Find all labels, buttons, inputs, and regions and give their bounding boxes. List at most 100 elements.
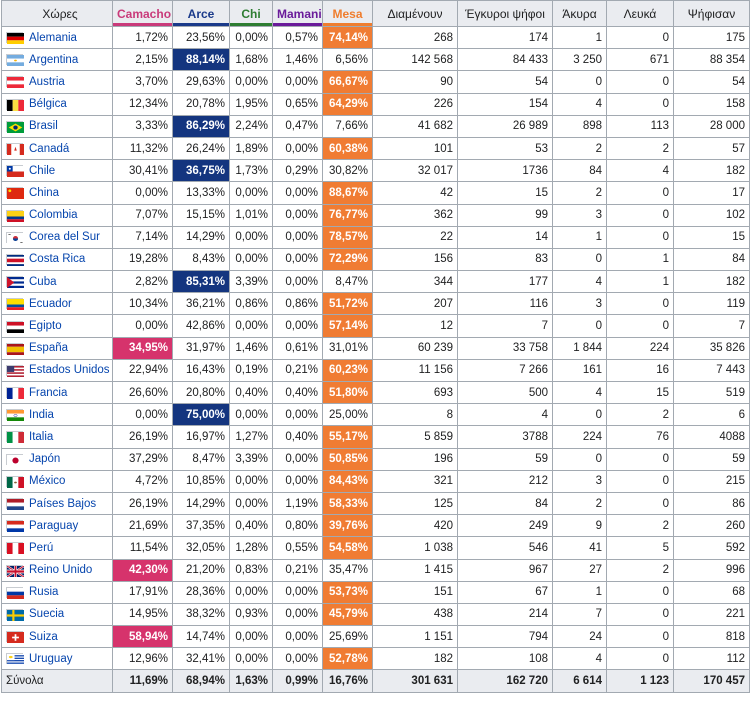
mesa-column-header[interactable]: Mesa xyxy=(322,0,373,27)
country-link[interactable]: India xyxy=(29,408,54,421)
voted-cell: 59 xyxy=(673,447,750,471)
country-link[interactable]: Reino Unido xyxy=(29,564,93,577)
table-row: Países Bajos 26,19% 14,29% 0,00% 1,19% 58,33%… xyxy=(1,491,750,516)
chi-pct-cell: 1,46% xyxy=(229,336,273,360)
country-link[interactable]: Brasil xyxy=(29,120,58,133)
country-link[interactable]: Suiza xyxy=(29,630,58,643)
country-link[interactable]: Suecia xyxy=(29,608,65,621)
blank-cell: 0 xyxy=(606,292,674,316)
mamani-pct-cell: 0,00% xyxy=(272,625,323,649)
country-cell: Chile xyxy=(1,159,113,183)
camacho-pct-cell: 10,34% xyxy=(112,292,173,316)
camacho-pct-cell: 0,00% xyxy=(112,403,173,427)
country-link[interactable]: Uruguay xyxy=(29,652,73,665)
chi-column-header[interactable]: Chi xyxy=(229,0,273,27)
mesa-pct-cell: 30,82% xyxy=(322,159,373,183)
voted-cell: 182 xyxy=(673,159,750,183)
voted-cell: 996 xyxy=(673,558,750,582)
valid-cell: 53 xyxy=(457,136,553,161)
country-link[interactable]: Egipto xyxy=(29,320,62,333)
table-row: Japón 37,29% 8,47% 3,39% 0,00% 50,85% 196 59 0 0 5… xyxy=(1,447,750,471)
country-link[interactable]: Ecuador xyxy=(29,297,72,310)
arce-pct-cell: 86,29% xyxy=(172,114,230,138)
chile-flag-icon xyxy=(6,165,24,178)
invalid-cell: 3 xyxy=(552,203,607,227)
camacho-pct-cell: 2,15% xyxy=(112,48,173,72)
mamani-pct-cell: 0,40% xyxy=(272,425,323,449)
invalid-cell: 1 xyxy=(552,25,607,50)
invalid-cell: 24 xyxy=(552,625,607,649)
camacho-pct-cell: 17,91% xyxy=(112,580,173,604)
country-cell: Países Bajos xyxy=(1,491,113,516)
country-link[interactable]: Rusia xyxy=(29,586,59,599)
invalid-cell: 2 xyxy=(552,491,607,516)
valid-cell: 7 266 xyxy=(457,358,553,383)
table-row: Costa Rica 19,28% 8,43% 0,00% 0,00% 72,29% 156… xyxy=(1,247,750,272)
residents-cell: 60 239 xyxy=(372,336,458,360)
country-link[interactable]: Costa Rica xyxy=(29,253,86,266)
country-link[interactable]: Corea del Sur xyxy=(29,231,100,244)
valid-cell: 99 xyxy=(457,203,553,227)
country-link[interactable]: España xyxy=(29,342,69,355)
voted-cell: 102 xyxy=(673,203,750,227)
totals-residents: 301 631 xyxy=(372,669,458,693)
blank-cell: 0 xyxy=(606,602,674,627)
country-link[interactable]: Paraguay xyxy=(29,519,79,532)
country-link[interactable]: Perú xyxy=(29,541,54,554)
arce-pct-cell: 14,29% xyxy=(172,225,230,249)
residents-cell: 156 xyxy=(372,247,458,272)
invalid-cell: 2 xyxy=(552,136,607,161)
totals-label: Σύνολα xyxy=(1,669,113,693)
canada-flag-icon xyxy=(6,143,24,156)
country-link[interactable]: Colombia xyxy=(29,209,78,222)
mamani-pct-cell: 0,21% xyxy=(272,558,323,582)
chi-pct-cell: 1,68% xyxy=(229,48,273,72)
country-link[interactable]: Canadá xyxy=(29,142,70,155)
country-link[interactable]: Chile xyxy=(29,164,56,177)
blank-cell: 2 xyxy=(606,403,674,427)
country-link[interactable]: Francia xyxy=(29,386,68,399)
arce-pct-cell: 15,15% xyxy=(172,203,230,227)
voted-cell: 17 xyxy=(673,181,750,205)
invalid-cell: 3 xyxy=(552,292,607,316)
mesa-pct-cell: 8,47% xyxy=(322,270,373,294)
country-link[interactable]: Argentina xyxy=(29,53,79,66)
country-link[interactable]: Estados Unidos xyxy=(29,364,110,377)
table-row: Colombia 7,07% 15,15% 1,01% 0,00% 76,77% 362 99… xyxy=(1,203,750,227)
mamani-pct-cell: 0,57% xyxy=(272,25,323,50)
camacho-pct-cell: 1,72% xyxy=(112,25,173,50)
country-link[interactable]: Italia xyxy=(29,430,54,443)
country-link[interactable]: Países Bajos xyxy=(29,497,97,510)
totals-mamani: 0,99% xyxy=(272,669,323,693)
country-link[interactable]: Cuba xyxy=(29,275,57,288)
blank-cell: 16 xyxy=(606,358,674,383)
country-link[interactable]: Japón xyxy=(29,453,61,466)
voted-cell: 4088 xyxy=(673,425,750,449)
camacho-pct-cell: 11,32% xyxy=(112,136,173,161)
mesa-pct-cell: 51,72% xyxy=(322,292,373,316)
mamani-column-header[interactable]: Mamani xyxy=(272,0,323,27)
camacho-column-header[interactable]: Camacho xyxy=(112,0,173,27)
camacho-pct-cell: 14,95% xyxy=(112,602,173,627)
chi-pct-cell: 2,24% xyxy=(229,114,273,138)
arce-column-header[interactable]: Arce xyxy=(172,0,230,27)
country-link[interactable]: Alemania xyxy=(29,31,77,44)
invalid-cell: 4 xyxy=(552,270,607,294)
mesa-pct-cell: 35,47% xyxy=(322,558,373,582)
peru-flag-icon xyxy=(6,542,24,555)
country-cell: Japón xyxy=(1,447,113,471)
country-link[interactable]: Bélgica xyxy=(29,98,67,111)
mamani-pct-cell: 0,00% xyxy=(272,270,323,294)
mamani-pct-cell: 0,00% xyxy=(272,247,323,272)
country-link[interactable]: China xyxy=(29,186,60,199)
country-link[interactable]: México xyxy=(29,475,66,488)
mamani-pct-cell: 0,29% xyxy=(272,159,323,183)
mesa-pct-cell: 7,66% xyxy=(322,114,373,138)
country-link[interactable]: Austria xyxy=(29,75,65,88)
invalid-cell: 0 xyxy=(552,314,607,338)
mesa-pct-cell: 64,29% xyxy=(322,92,373,116)
voted-cell: 57 xyxy=(673,136,750,161)
mexico-flag-icon xyxy=(6,475,24,488)
valid-cell: 967 xyxy=(457,558,553,582)
arce-pct-cell: 16,43% xyxy=(172,358,230,383)
